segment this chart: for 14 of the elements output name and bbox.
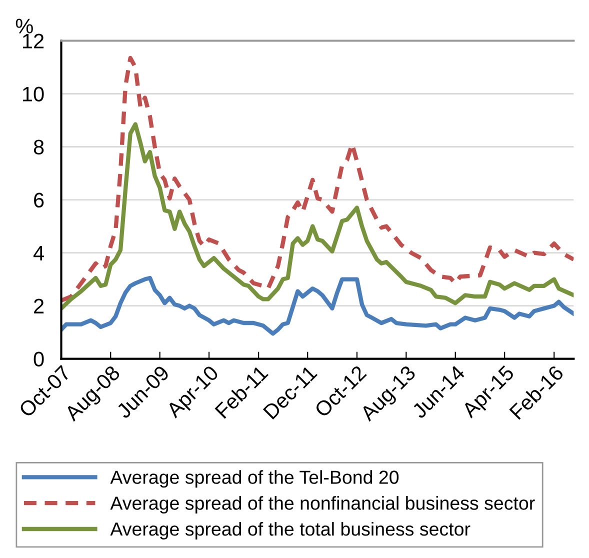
y-tick-label: 8: [34, 140, 44, 155]
legend-label: Average spread of the nonfinancial business sector: [110, 496, 535, 514]
legend-label: Average spread of the total business sector: [110, 522, 470, 540]
y-tick-label: 0: [34, 352, 44, 367]
y-tick-label: 10: [23, 86, 44, 102]
line-series: [61, 56, 574, 303]
line-series: [61, 122, 574, 311]
y-tick-label: 6: [34, 192, 44, 208]
line-series: [61, 276, 574, 336]
y-axis-title: %: [16, 18, 33, 34]
legend-label: Average spread of the Tel-Bond 20: [110, 470, 399, 488]
y-tick-label: 2: [34, 298, 44, 314]
y-tick-label: 4: [33, 246, 44, 260]
y-tick-label: 12: [23, 34, 44, 48]
